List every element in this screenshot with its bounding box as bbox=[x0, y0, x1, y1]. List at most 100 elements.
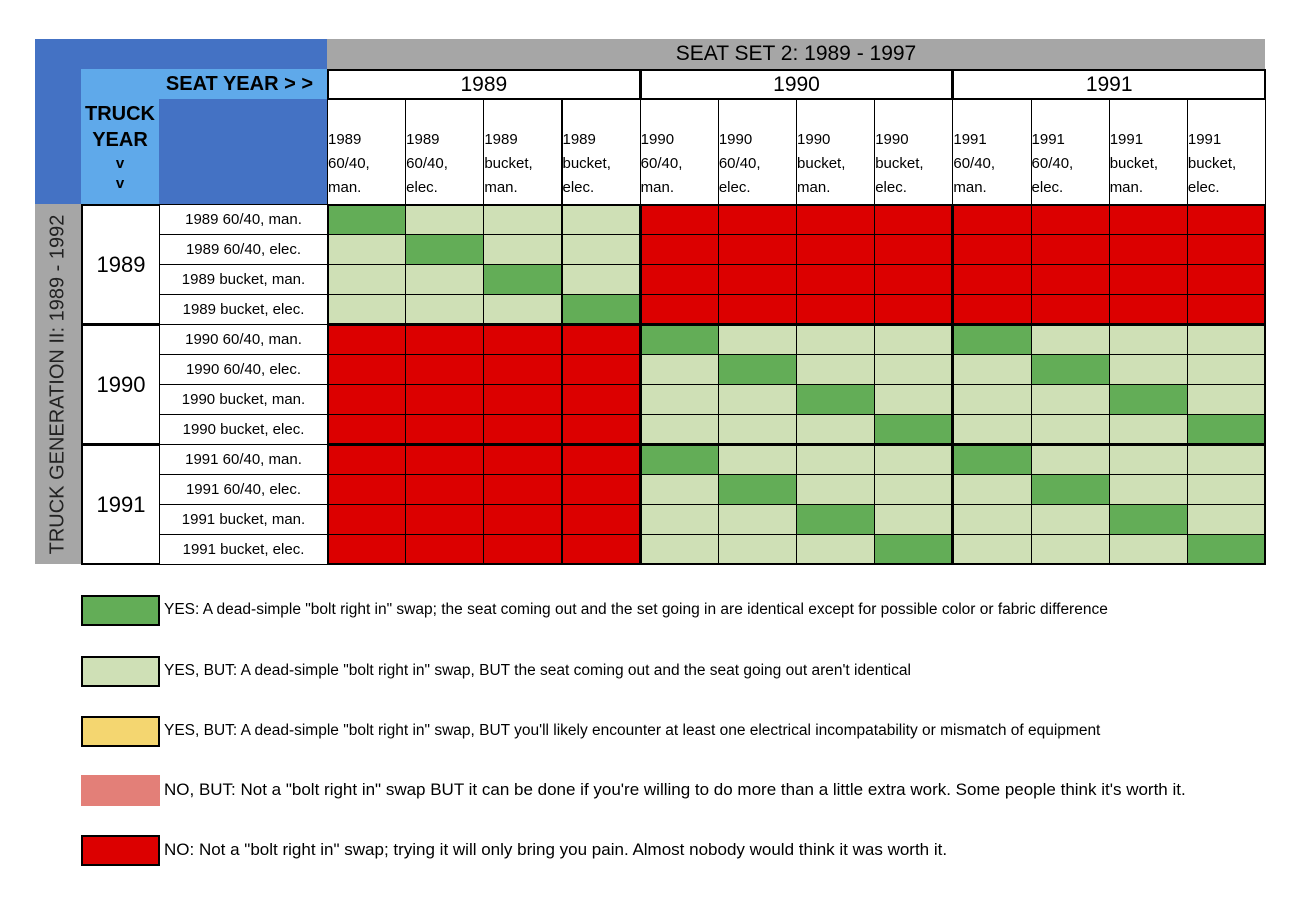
compatibility-cell bbox=[1108, 504, 1188, 535]
compatibility-cell bbox=[1186, 444, 1267, 475]
compatibility-cell bbox=[1108, 294, 1188, 325]
seat-column-header: 1990 60/40, elec. bbox=[717, 99, 797, 205]
compatibility-cell bbox=[874, 234, 954, 265]
compatibility-cell bbox=[1186, 474, 1267, 505]
compatibility-cell bbox=[874, 204, 954, 235]
seat-column-header: 1991 bucket, man. bbox=[1108, 99, 1188, 205]
truck-row-label: 1991 bucket, elec. bbox=[159, 534, 328, 565]
compatibility-cell bbox=[639, 504, 719, 535]
compatibility-cell bbox=[639, 204, 719, 235]
compatibility-cell bbox=[405, 384, 485, 415]
compatibility-cell bbox=[874, 534, 954, 565]
compatibility-cell bbox=[1186, 384, 1267, 415]
seat-set-title: SEAT SET 2: 1989 - 1997 bbox=[327, 39, 1265, 69]
compatibility-cell bbox=[874, 354, 954, 385]
compatibility-cell bbox=[561, 324, 641, 355]
compatibility-cell bbox=[717, 234, 797, 265]
compatibility-cell bbox=[796, 264, 876, 295]
compatibility-cell bbox=[1030, 384, 1110, 415]
compatibility-cell bbox=[639, 384, 719, 415]
compatibility-cell bbox=[483, 474, 563, 505]
compatibility-cell bbox=[1030, 504, 1110, 535]
compatibility-cell bbox=[1030, 204, 1110, 235]
compatibility-cell bbox=[1108, 204, 1188, 235]
compatibility-cell bbox=[796, 354, 876, 385]
compatibility-cell bbox=[639, 234, 719, 265]
compatibility-cell bbox=[874, 504, 954, 535]
compatibility-cell bbox=[1186, 414, 1267, 445]
seat-column-header: 1989 bucket, elec. bbox=[561, 99, 641, 205]
compatibility-cell bbox=[327, 444, 407, 475]
compatibility-cell bbox=[952, 504, 1032, 535]
compatibility-cell bbox=[405, 204, 485, 235]
compatibility-cell bbox=[952, 294, 1032, 325]
seat-column-header: 1991 60/40, man. bbox=[952, 99, 1032, 205]
truck-row-label: 1990 bucket, elec. bbox=[159, 414, 328, 445]
legend-label: YES, BUT: A dead-simple "bolt right in" … bbox=[164, 722, 1101, 739]
compatibility-cell bbox=[796, 324, 876, 355]
seat-year-header: 1989 bbox=[327, 69, 641, 100]
compatibility-cell bbox=[483, 234, 563, 265]
legend-item: NO: Not a "bolt right in" swap; trying i… bbox=[81, 834, 947, 866]
compatibility-cell bbox=[717, 474, 797, 505]
legend-swatch bbox=[81, 715, 160, 747]
compatibility-cell bbox=[483, 264, 563, 295]
compatibility-cell bbox=[483, 354, 563, 385]
compatibility-cell bbox=[952, 234, 1032, 265]
compatibility-cell bbox=[639, 294, 719, 325]
compatibility-cell bbox=[405, 354, 485, 385]
compatibility-cell bbox=[1108, 264, 1188, 295]
compatibility-cell bbox=[796, 474, 876, 505]
legend-swatch bbox=[81, 774, 160, 806]
truck-year-group: 1989 bbox=[81, 204, 161, 325]
compatibility-cell bbox=[874, 414, 954, 445]
compatibility-cell bbox=[952, 264, 1032, 295]
seat-column-header: 1990 bucket, elec. bbox=[874, 99, 954, 205]
compatibility-cell bbox=[952, 444, 1032, 475]
compatibility-cell bbox=[405, 444, 485, 475]
compatibility-cell bbox=[796, 294, 876, 325]
compatibility-cell bbox=[561, 504, 641, 535]
compatibility-cell bbox=[639, 324, 719, 355]
legend-item: NO, BUT: Not a "bolt right in" swap BUT … bbox=[81, 774, 1186, 806]
legend-item: YES, BUT: A dead-simple "bolt right in" … bbox=[81, 715, 1100, 747]
legend-swatch bbox=[81, 655, 160, 687]
compatibility-cell bbox=[874, 444, 954, 475]
compatibility-cell bbox=[1186, 504, 1267, 535]
truck-row-label: 1990 bucket, man. bbox=[159, 384, 328, 415]
compatibility-cell bbox=[327, 534, 407, 565]
compatibility-cell bbox=[639, 474, 719, 505]
compatibility-cell bbox=[1108, 324, 1188, 355]
compatibility-cell bbox=[483, 444, 563, 475]
compatibility-cell bbox=[561, 294, 641, 325]
seat-column-header: 1991 bucket, elec. bbox=[1186, 99, 1267, 205]
compatibility-cell bbox=[405, 534, 485, 565]
compatibility-cell bbox=[405, 294, 485, 325]
compatibility-cell bbox=[796, 444, 876, 475]
compatibility-cell bbox=[1030, 294, 1110, 325]
compatibility-cell bbox=[483, 534, 563, 565]
compatibility-cell bbox=[561, 354, 641, 385]
legend-swatch bbox=[81, 834, 160, 866]
compatibility-cell bbox=[327, 384, 407, 415]
compatibility-cell bbox=[1030, 324, 1110, 355]
compatibility-cell bbox=[483, 294, 563, 325]
compatibility-cell bbox=[952, 474, 1032, 505]
compatibility-cell bbox=[717, 384, 797, 415]
compatibility-cell bbox=[717, 294, 797, 325]
corner-blue-block bbox=[35, 39, 327, 204]
truck-year-label: TRUCK YEAR v v bbox=[81, 99, 159, 204]
compatibility-cell bbox=[1186, 234, 1267, 265]
compatibility-cell bbox=[639, 534, 719, 565]
compatibility-cell bbox=[1108, 414, 1188, 445]
compatibility-cell bbox=[1030, 474, 1110, 505]
compatibility-cell bbox=[717, 534, 797, 565]
compatibility-cell bbox=[717, 444, 797, 475]
truck-row-label: 1991 60/40, man. bbox=[159, 444, 328, 475]
compatibility-cell bbox=[405, 504, 485, 535]
seat-column-header: 1989 60/40, man. bbox=[327, 99, 407, 205]
compatibility-cell bbox=[717, 264, 797, 295]
compatibility-cell bbox=[952, 324, 1032, 355]
compatibility-cell bbox=[483, 414, 563, 445]
compatibility-cell bbox=[874, 264, 954, 295]
